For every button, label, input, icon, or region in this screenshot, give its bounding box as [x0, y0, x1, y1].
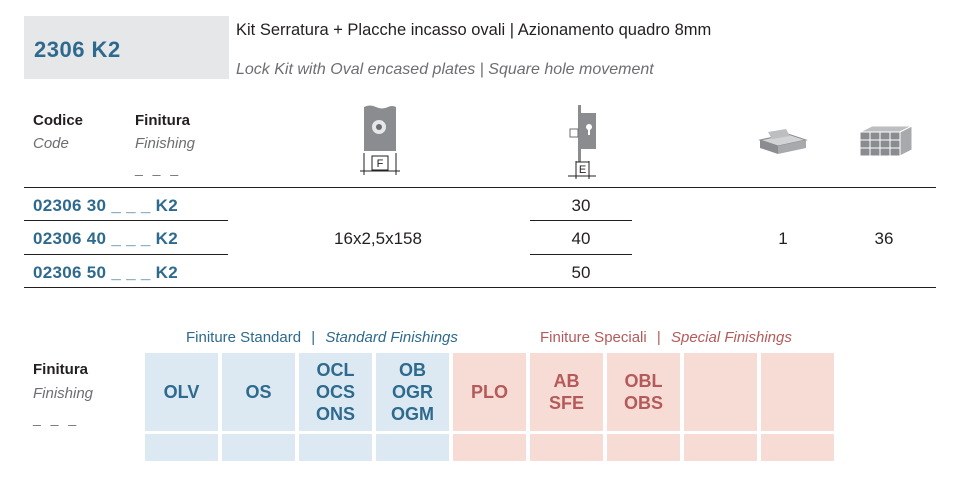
- special-finish-footer: [684, 434, 757, 461]
- standard-finish-footer: [299, 434, 372, 461]
- col-finish-label-en: Finishing: [135, 135, 196, 152]
- standard-finishes-separator: |: [311, 329, 316, 346]
- plate-width-icon: F: [360, 105, 400, 175]
- finish-code: OBL: [624, 371, 663, 391]
- special-finish-footer: [761, 434, 834, 461]
- finish-code: SFE: [548, 393, 584, 413]
- finish-code: OCL: [316, 360, 355, 380]
- table-row-code: 02306 50 _ _ _ K2: [33, 263, 178, 282]
- standard-finish-footer: [376, 434, 449, 461]
- box-quantity: 1: [778, 229, 788, 248]
- finish-code: OLV: [163, 382, 200, 402]
- plate-dimensions: 16x2,5x158: [334, 229, 422, 248]
- row-divider: [24, 220, 228, 221]
- special-finishes-separator: |: [656, 329, 661, 346]
- box-qty-icon: [758, 129, 808, 154]
- carton-quantity: 36: [874, 229, 894, 248]
- row-divider: [530, 254, 632, 255]
- finish-label-dash: _ _ _: [33, 410, 80, 426]
- row-divider: [530, 220, 632, 221]
- standard-finish-footer: [145, 434, 218, 461]
- finish-code: PLO: [470, 382, 508, 402]
- backset-icon: E: [568, 105, 596, 179]
- col-finish-dash: _ _ _: [135, 160, 182, 176]
- finish-code: OGM: [391, 404, 434, 424]
- special-finish-swatch: [761, 353, 834, 431]
- product-code-box: [24, 16, 229, 79]
- finish-label-it: Finitura: [33, 361, 88, 378]
- special-finishes-label-en: Special Finishings: [670, 329, 792, 346]
- standard-finishes-label-en: Standard Finishings: [325, 329, 458, 346]
- col-finish-label-it: Finitura: [135, 112, 190, 129]
- finish-code: OGR: [391, 382, 433, 402]
- finish-label-en: Finishing: [33, 385, 94, 402]
- table-row-backset: 30: [571, 196, 591, 215]
- standard-finish-swatch: OB OGR OGM: [376, 353, 449, 431]
- table-bottom-rule: [24, 287, 936, 288]
- finish-code: OB: [399, 360, 426, 380]
- finish-code: OCS: [315, 382, 355, 402]
- special-finish-footer: [453, 434, 526, 461]
- carton-qty-icon: [859, 125, 913, 157]
- special-finish-swatch: AB SFE: [530, 353, 603, 431]
- table-row-backset: 40: [571, 229, 591, 248]
- special-finish-swatch: OBL OBS: [607, 353, 680, 431]
- standard-finish-footer: [222, 434, 295, 461]
- standard-finish-swatch: OCL OCS ONS: [299, 353, 372, 431]
- finish-code: ONS: [315, 404, 355, 424]
- finish-code: OS: [245, 382, 272, 402]
- standard-finishes-label-it: Finiture Standard: [186, 329, 302, 346]
- standard-finish-swatch: OLV: [145, 353, 218, 431]
- row-divider: [24, 254, 228, 255]
- table-row-backset: 50: [571, 263, 591, 282]
- special-finish-swatch: PLO: [453, 353, 526, 431]
- description-english: Lock Kit with Oval encased plates | Squa…: [236, 61, 654, 78]
- description-italian: Kit Serratura + Placche incasso ovali | …: [236, 21, 712, 39]
- finish-code: OBS: [623, 393, 663, 413]
- special-finishes-label-it: Finiture Speciali: [540, 329, 647, 346]
- plate-width-label: F: [377, 158, 384, 170]
- table-row-code: 02306 40 _ _ _ K2: [33, 229, 178, 248]
- special-finishes-header: Finiture Speciali | Special Finishings: [540, 329, 792, 346]
- col-code-label-en: Code: [33, 135, 69, 152]
- special-finish-swatch: [684, 353, 757, 431]
- special-finish-footer: [607, 434, 680, 461]
- product-code: 2306 K2: [34, 37, 121, 62]
- special-finish-footer: [530, 434, 603, 461]
- backset-label: E: [579, 164, 586, 176]
- standard-finish-swatch: OS: [222, 353, 295, 431]
- col-code-label-it: Codice: [33, 112, 84, 129]
- table-row-code: 02306 30 _ _ _ K2: [33, 196, 178, 215]
- table-top-rule: [24, 187, 936, 188]
- standard-finishes-header: Finiture Standard | Standard Finishings: [186, 329, 458, 346]
- finish-code: AB: [553, 371, 580, 391]
